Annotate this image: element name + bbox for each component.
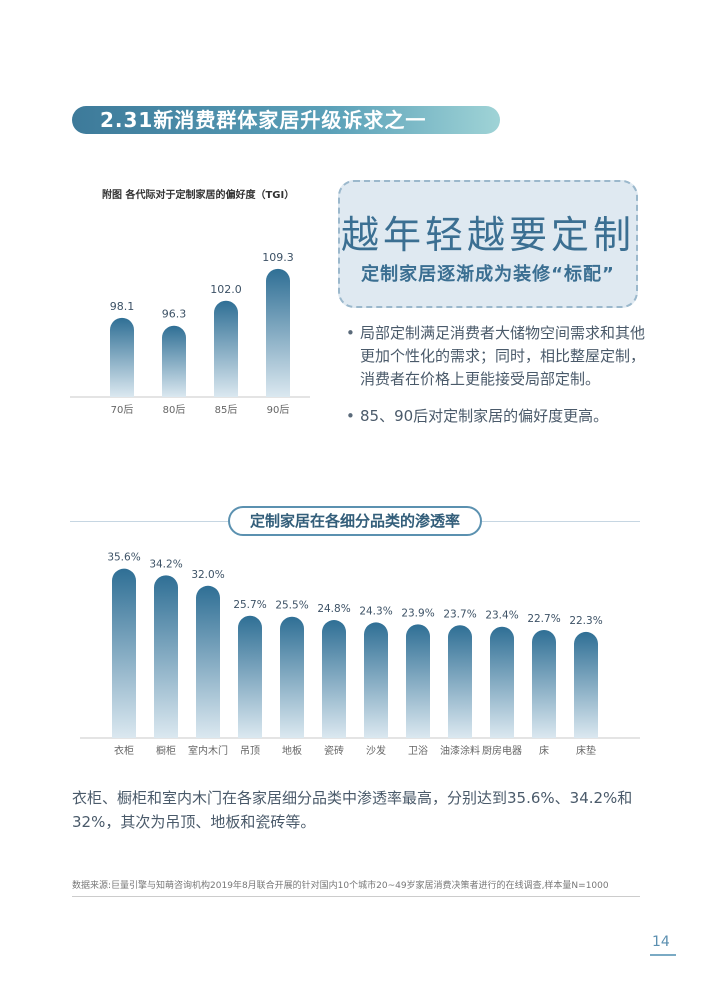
bar (490, 626, 514, 738)
bar (280, 616, 304, 738)
category-label: 卫浴 (408, 745, 428, 757)
bar-value-label: 98.1 (110, 300, 135, 313)
category-label: 85后 (215, 404, 238, 416)
bar-value-label: 24.3% (359, 605, 392, 617)
category-label: 吊顶 (240, 745, 260, 757)
category-label: 室内木门 (188, 744, 228, 757)
bar (196, 585, 220, 738)
divider (72, 896, 640, 897)
category-label: 沙发 (366, 744, 386, 757)
bar-value-label: 23.4% (485, 610, 518, 622)
bar (406, 624, 430, 738)
bar (448, 625, 472, 738)
bar (214, 300, 238, 397)
category-label: 70后 (111, 404, 134, 416)
bar (266, 268, 290, 397)
bar (574, 631, 598, 738)
section-header: 2.31新消费群体家居升级诉求之一 (72, 106, 500, 134)
bar (112, 568, 136, 738)
divider (482, 521, 640, 522)
category-label: 油漆涂料 (440, 744, 480, 757)
bar-value-label: 35.6% (107, 552, 140, 564)
page-number-underline (650, 954, 676, 956)
generation-tgi-chart: 98.1 70后 96.3 80后 102.0 85后 109.3 90后 (70, 251, 310, 416)
bullet-item: 局部定制满足消费者大储物空间需求和其他更加个性化的需求；同时，相比整屋定制，消费… (346, 322, 646, 391)
summary-text: 衣柜、橱柜和室内木门在各家居细分品类中渗透率最高，分别达到35.6%、34.2%… (72, 789, 633, 831)
divider (70, 521, 228, 522)
category-label: 厨房电器 (482, 744, 522, 757)
bar-value-label: 102.0 (210, 283, 242, 296)
callout-box: 越年轻越要定制 定制家居逐渐成为装修“标配” (338, 180, 638, 308)
bar-value-label: 22.7% (527, 613, 560, 625)
bar (532, 630, 556, 738)
bar (162, 325, 186, 397)
bar-value-label: 23.9% (401, 607, 434, 619)
category-label: 橱柜 (156, 744, 176, 757)
chart2-title: 定制家居在各细分品类的渗透率 (228, 506, 482, 536)
bar (154, 575, 178, 738)
bar-value-label: 23.7% (443, 608, 476, 620)
bar (110, 317, 134, 397)
bar (238, 615, 262, 738)
bullet-item: 85、90后对定制家居的偏好度更高。 (346, 405, 646, 428)
callout-subheadline: 定制家居逐渐成为装修“标配” (361, 264, 615, 285)
bar-value-label: 32.0% (191, 569, 224, 581)
bar (322, 620, 346, 738)
source-note: 数据来源:巨量引擎与知萌咨询机构2019年8月联合开展的针对国内10个城市20~… (72, 881, 609, 891)
chart1-title: 附图 各代际对于定制家居的偏好度（TGI） (102, 190, 295, 201)
bar-value-label: 24.8% (317, 603, 350, 615)
bar-value-label: 25.7% (233, 599, 266, 611)
category-label: 90后 (267, 404, 290, 416)
category-label: 80后 (163, 404, 186, 416)
bar-value-label: 34.2% (149, 558, 182, 570)
bullet-list: 局部定制满足消费者大储物空间需求和其他更加个性化的需求；同时，相比整屋定制，消费… (346, 322, 646, 442)
bar (364, 622, 388, 738)
bar-value-label: 109.3 (262, 251, 294, 264)
callout-headline: 越年轻越要定制 (340, 213, 635, 257)
category-label: 地板 (282, 744, 302, 757)
bar-value-label: 22.3% (569, 615, 602, 627)
category-label: 床垫 (576, 744, 596, 757)
bar-value-label: 25.5% (275, 600, 308, 612)
category-label: 瓷砖 (324, 744, 344, 757)
bar-value-label: 96.3 (162, 308, 187, 321)
category-penetration-chart: 35.6% 衣柜 34.2% 橱柜 32.0% 室内木门 25.7% 吊顶 25.5% 地板 24.… (80, 552, 640, 757)
category-label: 衣柜 (114, 744, 134, 757)
category-label: 床 (539, 744, 549, 757)
page-number: 14 (652, 934, 670, 950)
